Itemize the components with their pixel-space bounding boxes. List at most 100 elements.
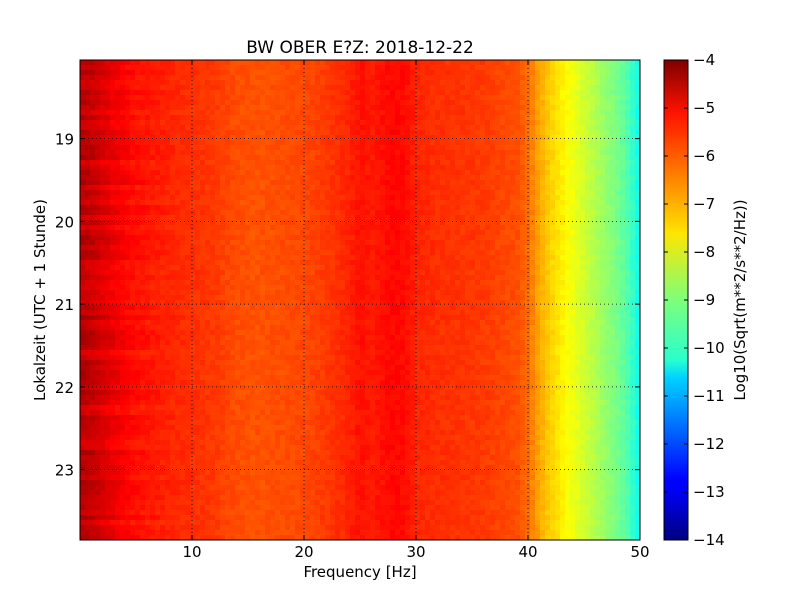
heatmap-cell — [340, 275, 346, 281]
heatmap-cell — [475, 85, 481, 91]
heatmap-cell — [635, 250, 640, 256]
heatmap-cell — [505, 205, 511, 211]
heatmap-cell — [620, 90, 626, 96]
heatmap-cell — [255, 110, 261, 116]
heatmap-cell — [150, 200, 156, 206]
heatmap-cell — [280, 215, 286, 221]
heatmap-cell — [625, 155, 631, 161]
heatmap-cell — [320, 140, 326, 146]
heatmap-cell — [300, 145, 306, 151]
heatmap-cell — [375, 150, 381, 156]
heatmap-cell — [135, 210, 141, 216]
heatmap-cell — [220, 240, 226, 246]
heatmap-cell — [425, 95, 431, 101]
heatmap-cell — [585, 245, 591, 251]
heatmap-cell — [355, 170, 361, 176]
heatmap-cell — [310, 270, 316, 276]
heatmap-cell — [310, 110, 316, 116]
heatmap-cell — [530, 70, 536, 76]
heatmap-cell — [385, 190, 391, 196]
heatmap-cell — [180, 100, 186, 106]
heatmap-cell — [210, 115, 216, 121]
heatmap-cell — [285, 215, 291, 221]
heatmap-cell — [255, 215, 261, 221]
heatmap-cell — [600, 200, 606, 206]
heatmap-cell — [595, 150, 601, 156]
heatmap-cell — [260, 180, 266, 186]
heatmap-cell — [620, 200, 626, 206]
heatmap-cell — [350, 210, 356, 216]
heatmap-cell — [365, 80, 371, 86]
heatmap-cell — [200, 245, 206, 251]
heatmap-cell — [585, 115, 591, 121]
heatmap-cell — [545, 100, 551, 106]
heatmap-cell — [510, 150, 516, 156]
heatmap-cell — [400, 160, 406, 166]
heatmap-cell — [290, 280, 296, 286]
heatmap-cell — [540, 75, 546, 81]
heatmap-cell — [270, 170, 276, 176]
heatmap-cell — [450, 245, 456, 251]
heatmap-cell — [340, 105, 346, 111]
heatmap-cell — [120, 95, 126, 101]
heatmap-cell — [175, 280, 181, 286]
heatmap-cell — [190, 240, 196, 246]
heatmap-cell — [80, 110, 86, 116]
heatmap-cell — [90, 110, 96, 116]
heatmap-cell — [385, 65, 391, 71]
heatmap-cell — [220, 275, 226, 281]
heatmap-cell — [345, 120, 351, 126]
heatmap-cell — [290, 80, 296, 86]
heatmap-cell — [300, 60, 306, 66]
heatmap-cell — [290, 265, 296, 271]
heatmap-cell — [575, 105, 581, 111]
heatmap-cell — [610, 205, 616, 211]
heatmap-cell — [525, 135, 531, 141]
heatmap-cell — [275, 110, 281, 116]
heatmap-cell — [110, 120, 116, 126]
heatmap-cell — [570, 145, 576, 151]
heatmap-cell — [295, 190, 301, 196]
heatmap-cell — [180, 190, 186, 196]
heatmap-cell — [215, 100, 221, 106]
heatmap-cell — [185, 105, 191, 111]
heatmap-cell — [100, 280, 106, 286]
heatmap-cell — [505, 60, 511, 66]
heatmap-cell — [240, 185, 246, 191]
heatmap-cell — [470, 195, 476, 201]
heatmap-cell — [575, 135, 581, 141]
heatmap-cell — [625, 115, 631, 121]
heatmap-cell — [130, 225, 136, 231]
heatmap-cell — [250, 180, 256, 186]
heatmap-cell — [610, 90, 616, 96]
heatmap-cell — [360, 175, 366, 181]
heatmap-cell — [105, 120, 111, 126]
heatmap-cell — [445, 175, 451, 181]
heatmap-cell — [395, 235, 401, 241]
heatmap-cell — [290, 115, 296, 121]
heatmap-cell — [225, 165, 231, 171]
heatmap-cell — [345, 65, 351, 71]
heatmap-cell — [635, 100, 640, 106]
heatmap-cell — [220, 130, 226, 136]
heatmap-cell — [250, 120, 256, 126]
heatmap-cell — [540, 130, 546, 136]
heatmap-cell — [550, 120, 556, 126]
heatmap-cell — [105, 260, 111, 266]
heatmap-cell — [220, 90, 226, 96]
heatmap-cell — [150, 135, 156, 141]
heatmap-cell — [290, 75, 296, 81]
heatmap-cell — [635, 240, 640, 246]
heatmap-cell — [445, 260, 451, 266]
heatmap-cell — [495, 60, 501, 66]
heatmap-cell — [325, 250, 331, 256]
heatmap-cell — [635, 265, 640, 271]
heatmap-cell — [550, 245, 556, 251]
heatmap-cell — [455, 250, 461, 256]
heatmap-cell — [445, 90, 451, 96]
heatmap-cell — [290, 155, 296, 161]
heatmap-cell — [305, 80, 311, 86]
heatmap-cell — [155, 255, 161, 261]
heatmap-cell — [420, 190, 426, 196]
